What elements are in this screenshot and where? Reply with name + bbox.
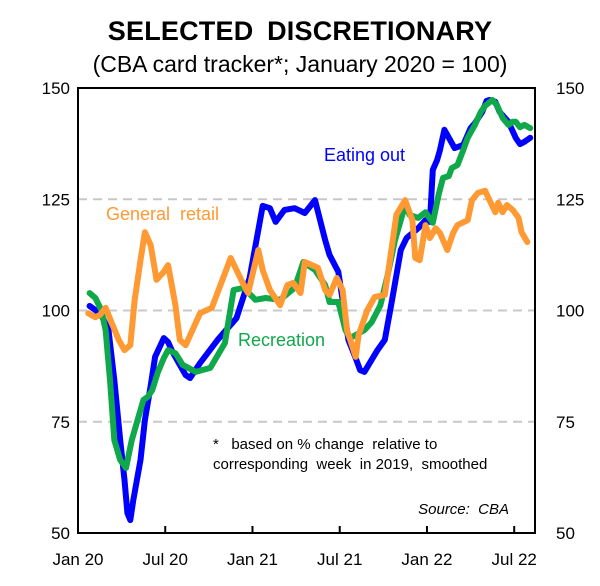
y-axis-ticks: 50 50 75 75 100 100 125 125 150 150 bbox=[42, 79, 585, 543]
label-recreation: Recreation bbox=[238, 330, 325, 350]
y-tick-label-right: 150 bbox=[556, 79, 584, 98]
label-general-retail: General retail bbox=[106, 204, 219, 224]
x-tick-label: Jan 21 bbox=[227, 550, 278, 569]
series-lines bbox=[85, 97, 534, 524]
x-tick-label: Jul 21 bbox=[317, 550, 362, 569]
x-tick-label: Jan 22 bbox=[401, 550, 452, 569]
x-axis-ticks: Jan 20 Jul 20 Jan 21 Jul 21 Jan 22 Jul 22 bbox=[52, 526, 537, 569]
y-tick-label-left: 100 bbox=[42, 302, 70, 321]
x-tick-label: Jul 22 bbox=[492, 550, 537, 569]
y-tick-label-left: 75 bbox=[51, 413, 70, 432]
y-tick-label-right: 75 bbox=[556, 413, 575, 432]
series-line-recreation bbox=[86, 97, 534, 471]
y-tick-label-left: 125 bbox=[42, 190, 70, 209]
y-tick-label-right: 100 bbox=[556, 302, 584, 321]
footnote-line-2: corresponding week in 2019, smoothed bbox=[213, 456, 487, 473]
y-tick-label-right: 50 bbox=[556, 524, 575, 543]
footnote-line-1: * based on % change relative to bbox=[213, 436, 437, 453]
source-note: Source: CBA bbox=[418, 501, 509, 518]
plot-frame bbox=[77, 87, 536, 534]
y-tick-label-left: 150 bbox=[42, 79, 70, 98]
chart-title: SELECTED DISCRETIONARY bbox=[107, 16, 493, 46]
x-tick-label: Jul 20 bbox=[143, 550, 188, 569]
chart-subtitle: (CBA card tracker*; January 2020 = 100) bbox=[92, 51, 508, 77]
label-eating-out: Eating out bbox=[324, 145, 405, 165]
x-tick-label: Jan 20 bbox=[52, 550, 103, 569]
y-tick-label-right: 125 bbox=[556, 190, 584, 209]
series-line-general-retail bbox=[85, 187, 531, 360]
y-tick-label-left: 50 bbox=[51, 524, 70, 543]
gridlines bbox=[78, 198, 535, 423]
